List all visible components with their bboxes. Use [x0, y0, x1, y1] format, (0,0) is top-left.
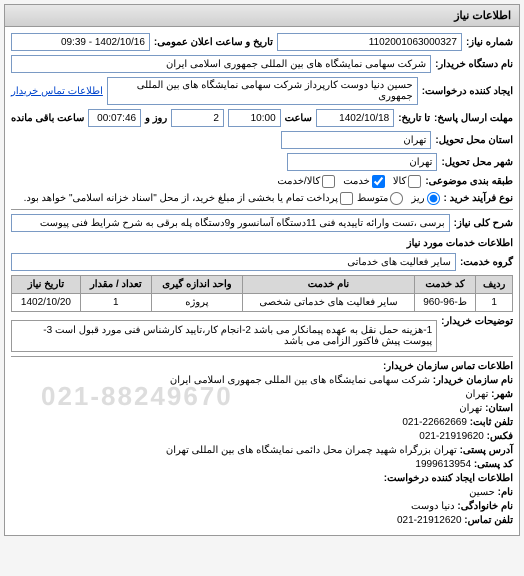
table-row: 1 ط-96-960 سایر فعالیت های خدماتی شخصی پ…: [12, 294, 513, 312]
services-table: ردیف کد خدمت نام خدمت واحد اندازه گیری ت…: [11, 275, 513, 312]
service-group-field: سایر فعالیت های خدماتی: [11, 253, 456, 271]
days-field: 2: [171, 109, 224, 127]
remain-field: 00:07:46: [88, 109, 141, 127]
desc-field: برسی ،تست وارائه تاییدیه فنی 11دستگاه آس…: [11, 214, 450, 232]
contact-fax-label: فکس:: [487, 431, 513, 442]
col-name: نام خدمت: [243, 276, 415, 294]
public-datetime-label: تاریخ و ساعت اعلان عمومی:: [154, 37, 273, 48]
need-number-field: 1102001063000327: [277, 33, 462, 51]
process-note-checkbox[interactable]: پرداخت تمام یا بخشی از مبلغ خرید، از محل…: [24, 192, 353, 205]
need-number-label: شماره نیاز:: [466, 37, 513, 48]
contact-prov: تهران: [465, 389, 488, 400]
deadline-date-field: 1402/10/18: [316, 109, 394, 127]
prov-field: تهران: [281, 131, 431, 149]
process-medium-radio[interactable]: متوسط: [357, 192, 403, 205]
remain-label: ساعت باقی مانده: [11, 113, 84, 124]
contact-zip-label: کد پستی:: [474, 459, 513, 470]
contact-prov-label: شهر:: [491, 389, 513, 400]
category-label: طبقه بندی موضوعی:: [425, 176, 513, 187]
desc-label: شرح کلی نیاز:: [454, 218, 513, 229]
col-unit: واحد اندازه گیری: [151, 276, 242, 294]
prov-label: استان محل تحویل:: [435, 135, 513, 146]
days-label: روز و: [145, 113, 167, 124]
buyer-notes-box: 1-هزینه حمل نقل به عهده پیمانکار می باشد…: [11, 320, 437, 352]
contact-addr: تهران بزرگراه شهید چمران محل دائمی نمایش…: [166, 445, 457, 456]
contact-org-label: نام سازمان خریدار:: [433, 375, 513, 386]
process-small-radio[interactable]: ریز: [411, 192, 439, 205]
buyer-contact-link[interactable]: اطلاعات تماس خریدار: [11, 86, 103, 97]
org-field: شرکت سهامی نمایشگاه های بین المللی جمهور…: [11, 55, 431, 73]
cat-kala-checkbox[interactable]: کالا: [393, 175, 422, 188]
contact-lname-label: نام خانوادگی:: [457, 501, 513, 512]
col-code: کد خدمت: [414, 276, 475, 294]
contact-state: تهران: [459, 403, 482, 414]
contact-cphone-label: تلفن تماس:: [464, 515, 513, 526]
city-field: تهران: [287, 153, 437, 171]
need-info-panel: اطلاعات نیاز شماره نیاز: 110200106300032…: [4, 4, 520, 536]
col-row: ردیف: [476, 276, 513, 294]
cat-khadmat-checkbox[interactable]: خدمت: [343, 175, 385, 188]
until-label: تا تاریخ:: [398, 113, 430, 124]
contact-phone: 22662669-021: [402, 417, 467, 428]
contact-addr-label: آدرس پستی:: [460, 445, 513, 456]
deadline-label: مهلت ارسال پاسخ:: [434, 113, 513, 124]
panel-title: اطلاعات نیاز: [5, 5, 519, 27]
req-creator-title: اطلاعات ایجاد کننده درخواست:: [384, 473, 513, 484]
deadline-time-field: 10:00: [228, 109, 281, 127]
buyer-notes-label: توضیحات خریدار:: [441, 316, 513, 327]
contact-cphone: 21912620-021: [397, 515, 462, 526]
col-qty: تعداد / مقدار: [80, 276, 151, 294]
public-datetime-field: 1402/10/16 - 09:39: [11, 33, 150, 51]
contact-state-label: استان:: [485, 403, 513, 414]
contact-fax: 21919620-021: [419, 431, 484, 442]
creator-label: ایجاد کننده درخواست:: [422, 86, 513, 97]
process-label: نوع فرآیند خرید :: [444, 193, 513, 204]
cat-kala-khadmat-checkbox[interactable]: کالا/خدمت: [277, 175, 335, 188]
contact-fname: حسین: [469, 487, 495, 498]
service-group-label: گروه خدمت:: [460, 257, 513, 268]
contact-org: شرکت سهامی نمایشگاه های بین المللی جمهور…: [170, 375, 430, 386]
col-date: تاریخ نیاز: [12, 276, 81, 294]
org-label: نام دستگاه خریدار:: [435, 59, 513, 70]
creator-field: حسین دنیا دوست کارپرداز شرکت سهامی نمایش…: [107, 77, 418, 105]
contact-section-title: اطلاعات تماس سازمان خریدار:: [383, 361, 513, 372]
time-label: ساعت: [285, 113, 312, 124]
contact-zip: 1999613954: [415, 459, 471, 470]
contact-fname-label: نام:: [498, 487, 513, 498]
city-label: شهر محل تحویل:: [441, 157, 513, 168]
contact-lname: دنیا دوست: [411, 501, 455, 512]
services-section-title: اطلاعات خدمات مورد نیاز: [11, 238, 513, 249]
contact-phone-label: تلفن ثابت:: [470, 417, 513, 428]
